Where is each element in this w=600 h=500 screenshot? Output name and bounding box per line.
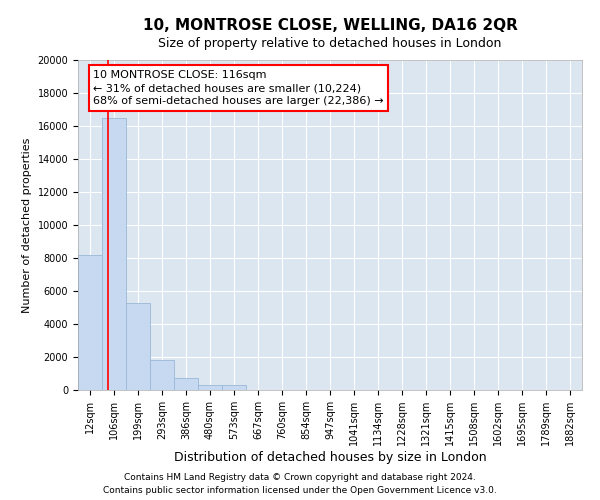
X-axis label: Distribution of detached houses by size in London: Distribution of detached houses by size … <box>173 451 487 464</box>
Bar <box>174 378 198 390</box>
Bar <box>222 386 246 390</box>
Bar <box>78 254 102 390</box>
Bar <box>102 118 126 390</box>
Bar <box>126 302 150 390</box>
Text: 10 MONTROSE CLOSE: 116sqm
← 31% of detached houses are smaller (10,224)
68% of s: 10 MONTROSE CLOSE: 116sqm ← 31% of detac… <box>93 70 384 106</box>
Text: 10, MONTROSE CLOSE, WELLING, DA16 2QR: 10, MONTROSE CLOSE, WELLING, DA16 2QR <box>143 18 517 32</box>
Text: Contains HM Land Registry data © Crown copyright and database right 2024.
Contai: Contains HM Land Registry data © Crown c… <box>103 474 497 495</box>
Y-axis label: Number of detached properties: Number of detached properties <box>22 138 32 312</box>
Text: Size of property relative to detached houses in London: Size of property relative to detached ho… <box>158 38 502 51</box>
Bar <box>150 360 174 390</box>
Bar <box>198 385 222 390</box>
